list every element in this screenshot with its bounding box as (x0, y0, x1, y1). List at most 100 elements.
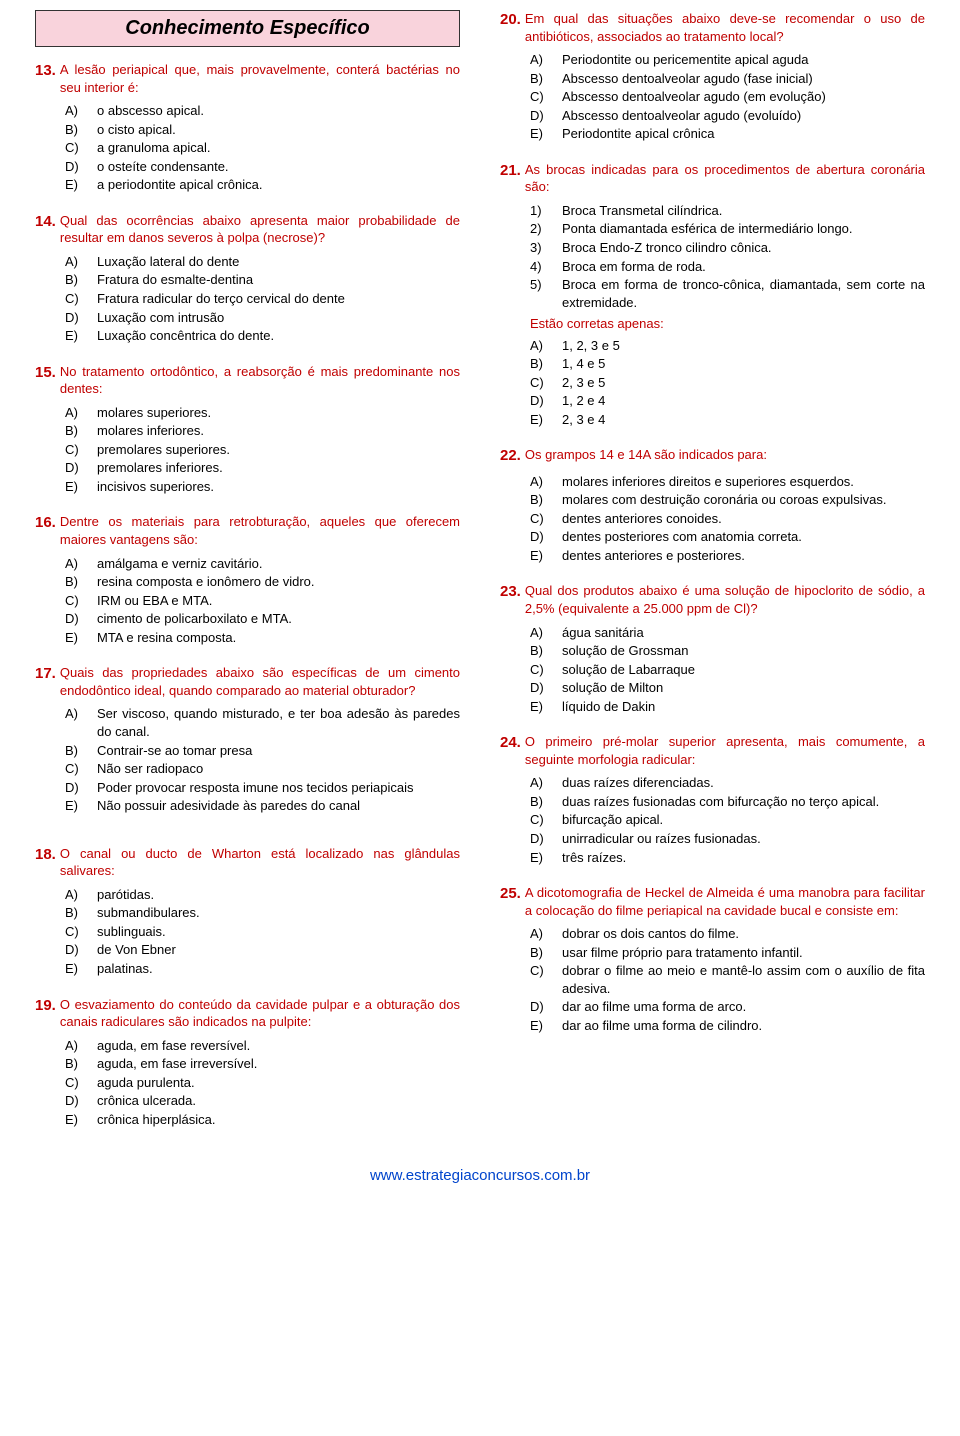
option-item: B)Fratura do esmalte-dentina (65, 271, 460, 289)
options-list: A)molares superiores.B)molares inferiore… (65, 404, 460, 496)
question-stem: 13.A lesão periapical que, mais provavel… (35, 61, 460, 96)
option-text: parótidas. (97, 886, 460, 904)
statement-item: 3)Broca Endo-Z tronco cilindro cônica. (530, 239, 925, 257)
option-item: D)Poder provocar resposta imune nos teci… (65, 779, 460, 797)
option-item: D)unirradicular ou raízes fusionadas. (530, 830, 925, 848)
option-text: MTA e resina composta. (97, 629, 460, 647)
option-item: C)solução de Labarraque (530, 661, 925, 679)
option-item: B)molares com destruição coronária ou co… (530, 491, 925, 509)
option-text: Fratura radicular do terço cervical do d… (97, 290, 460, 308)
option-item: A)duas raízes diferenciadas. (530, 774, 925, 792)
option-letter: B) (65, 742, 97, 760)
option-item: A)o abscesso apical. (65, 102, 460, 120)
statement-item: 4)Broca em forma de roda. (530, 258, 925, 276)
option-letter: A) (65, 886, 97, 904)
option-letter: B) (65, 1055, 97, 1073)
option-item: C)Abscesso dentoalveolar agudo (em evolu… (530, 88, 925, 106)
statement-number: 5) (530, 276, 562, 311)
question-stem: 16.Dentre os materiais para retrobturaçã… (35, 513, 460, 548)
question-stem: 17.Quais das propriedades abaixo são esp… (35, 664, 460, 699)
option-letter: B) (530, 355, 562, 373)
option-text: o osteíte condensante. (97, 158, 460, 176)
question: 15.No tratamento ortodôntico, a reabsorç… (35, 363, 460, 496)
option-letter: E) (530, 125, 562, 143)
option-letter: C) (530, 510, 562, 528)
question-stem: 23.Qual dos produtos abaixo é uma soluçã… (500, 582, 925, 617)
option-text: submandibulares. (97, 904, 460, 922)
option-item: D)Luxação com intrusão (65, 309, 460, 327)
question: 16.Dentre os materiais para retrobturaçã… (35, 513, 460, 646)
option-text: 2, 3 e 5 (562, 374, 925, 392)
option-text: resina composta e ionômero de vidro. (97, 573, 460, 591)
question-number: 22. (500, 446, 521, 466)
option-text: Periodontite ou pericementite apical agu… (562, 51, 925, 69)
options-list: A)parótidas.B)submandibulares.C)sublingu… (65, 886, 460, 978)
option-letter: B) (65, 121, 97, 139)
question-subtext: Estão corretas apenas: (530, 315, 925, 333)
option-text: unirradicular ou raízes fusionadas. (562, 830, 925, 848)
statement-number: 4) (530, 258, 562, 276)
option-letter: D) (65, 941, 97, 959)
question-number: 18. (35, 845, 56, 880)
option-item: B)o cisto apical. (65, 121, 460, 139)
option-item: D)solução de Milton (530, 679, 925, 697)
question-text: O canal ou ducto de Wharton está localiz… (60, 845, 460, 880)
statement-item: 1)Broca Transmetal cilíndrica. (530, 202, 925, 220)
option-letter: B) (65, 904, 97, 922)
option-letter: C) (65, 441, 97, 459)
option-letter: B) (530, 70, 562, 88)
option-letter: E) (65, 960, 97, 978)
options-list: A)duas raízes diferenciadas.B)duas raíze… (530, 774, 925, 866)
question-stem: 21.As brocas indicadas para os procedime… (500, 161, 925, 196)
option-text: 1, 4 e 5 (562, 355, 925, 373)
question-text: O primeiro pré-molar superior apresenta,… (525, 733, 925, 768)
option-text: aguda, em fase irreversível. (97, 1055, 460, 1073)
option-item: E)MTA e resina composta. (65, 629, 460, 647)
option-letter: C) (530, 88, 562, 106)
option-text: dobrar o filme ao meio e mantê-lo assim … (562, 962, 925, 997)
statement-text: Broca em forma de tronco-cônica, diamant… (562, 276, 925, 311)
question: 17.Quais das propriedades abaixo são esp… (35, 664, 460, 814)
option-letter: A) (530, 925, 562, 943)
option-letter: B) (530, 944, 562, 962)
option-text: água sanitária (562, 624, 925, 642)
question-number: 23. (500, 582, 521, 617)
option-item: A)dobrar os dois cantos do filme. (530, 925, 925, 943)
footer-url: www.estrategiaconcursos.com.br (35, 1166, 925, 1186)
option-item: C)Não ser radiopaco (65, 760, 460, 778)
option-letter: E) (65, 1111, 97, 1129)
option-text: três raízes. (562, 849, 925, 867)
option-text: dentes posteriores com anatomia correta. (562, 528, 925, 546)
question-text: Qual das ocorrências abaixo apresenta ma… (60, 212, 460, 247)
option-item: B)usar filme próprio para tratamento inf… (530, 944, 925, 962)
option-item: B)duas raízes fusionadas com bifurcação … (530, 793, 925, 811)
option-item: C)bifurcação apical. (530, 811, 925, 829)
question-number: 19. (35, 996, 56, 1031)
option-text: Luxação concêntrica do dente. (97, 327, 460, 345)
option-letter: A) (530, 51, 562, 69)
option-item: C)dentes anteriores conoides. (530, 510, 925, 528)
question-number: 14. (35, 212, 56, 247)
option-item: B)molares inferiores. (65, 422, 460, 440)
option-letter: C) (65, 923, 97, 941)
question-stem: 25.A dicotomografia de Heckel de Almeida… (500, 884, 925, 919)
statement-text: Broca Transmetal cilíndrica. (562, 202, 925, 220)
option-text: Abscesso dentoalveolar agudo (evoluído) (562, 107, 925, 125)
option-item: C)Fratura radicular do terço cervical do… (65, 290, 460, 308)
option-text: dentes anteriores conoides. (562, 510, 925, 528)
option-letter: C) (65, 1074, 97, 1092)
option-text: Não possuir adesividade às paredes do ca… (97, 797, 460, 815)
option-text: dar ao filme uma forma de cilindro. (562, 1017, 925, 1035)
statement-number: 2) (530, 220, 562, 238)
option-item: E)Luxação concêntrica do dente. (65, 327, 460, 345)
option-text: duas raízes diferenciadas. (562, 774, 925, 792)
option-text: molares com destruição coronária ou coro… (562, 491, 925, 509)
option-item: E)Não possuir adesividade às paredes do … (65, 797, 460, 815)
option-letter: B) (65, 271, 97, 289)
option-item: B)Abscesso dentoalveolar agudo (fase ini… (530, 70, 925, 88)
option-letter: B) (530, 491, 562, 509)
statement-number: 1) (530, 202, 562, 220)
option-item: C)aguda purulenta. (65, 1074, 460, 1092)
option-item: A)molares superiores. (65, 404, 460, 422)
option-letter: E) (530, 849, 562, 867)
